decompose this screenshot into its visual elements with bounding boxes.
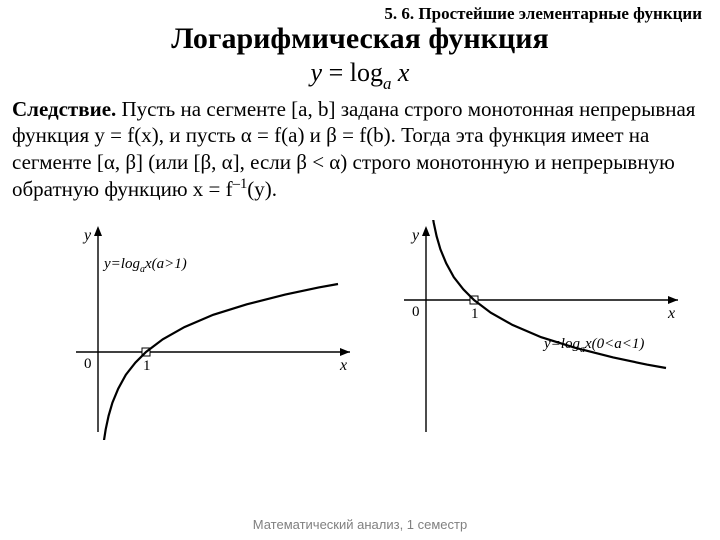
formula-sub: a <box>383 74 391 93</box>
svg-text:1: 1 <box>143 358 151 374</box>
footer: Математический анализ, 1 семестр <box>0 517 720 532</box>
log-chart-a-gt-1: y x 0 1 y=logax(a>1) <box>36 220 356 440</box>
formula: y = loga x <box>0 58 720 92</box>
body-paragraph: Следствие. Пусть на сегменте [a, b] зада… <box>0 92 720 202</box>
svg-text:y: y <box>410 227 420 244</box>
svg-text:x: x <box>339 357 347 374</box>
svg-text:x: x <box>667 305 675 322</box>
section-header: 5. 6. Простейшие элементарные функции <box>0 0 720 24</box>
formula-rhs: x <box>391 58 409 87</box>
svg-text:0: 0 <box>412 304 420 320</box>
log-chart-a-lt-1: yx01y=logax(0<a<1) <box>364 220 684 440</box>
formula-op: = log <box>322 58 383 87</box>
body-text-tail: (y). <box>247 177 277 201</box>
footer-text: Математический анализ, 1 семестр <box>253 517 467 532</box>
svg-text:y=logax(a>1): y=logax(a>1) <box>102 256 187 275</box>
svg-text:1: 1 <box>471 306 479 322</box>
svg-text:0: 0 <box>84 356 92 372</box>
formula-lhs: y <box>311 58 323 87</box>
page-title: Логарифмическая функция <box>0 22 720 56</box>
body-lead: Следствие. <box>12 97 116 121</box>
charts-row: yx01y=logax(a>1) yx01y=logax(0<a<1) <box>0 220 720 440</box>
section-label: 5. 6. Простейшие элементарные функции <box>384 4 702 23</box>
title-text: Логарифмическая функция <box>171 22 549 55</box>
body-sup: –1 <box>233 176 248 192</box>
svg-text:y: y <box>82 227 92 244</box>
